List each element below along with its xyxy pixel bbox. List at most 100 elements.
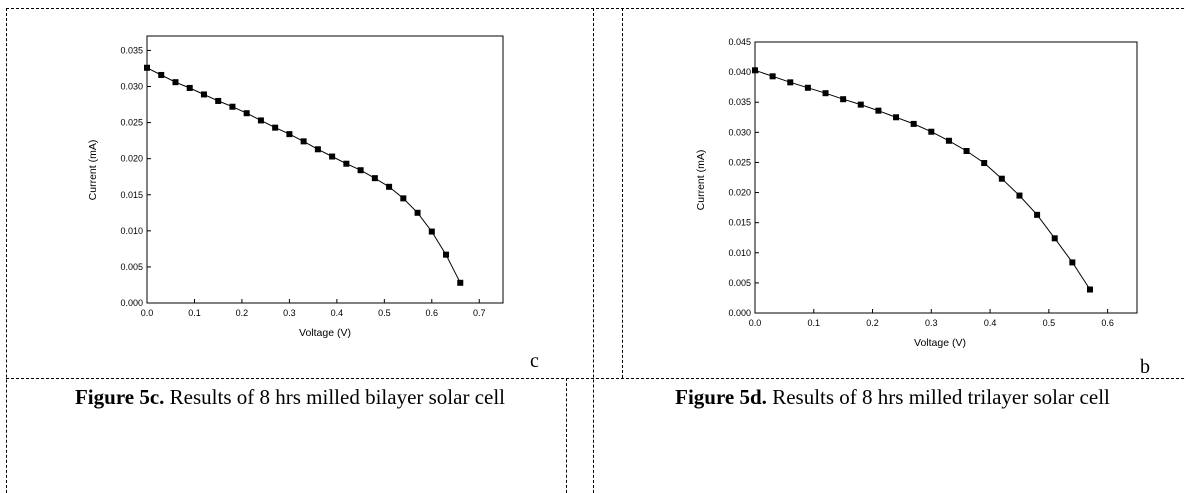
data-point [414,209,421,216]
x-tick-label: 0.3 [283,308,296,318]
data-point [910,120,917,127]
caption-left: Figure 5c. Results of 8 hrs milled bilay… [20,383,560,412]
panel-letter-c: c [530,350,539,372]
y-tick-label: 0.030 [728,127,751,137]
caption-right: Figure 5d. Results of 8 hrs milled trila… [605,383,1180,412]
data-point [998,175,1005,182]
data-point [144,64,150,71]
y-axis-label: Current (mA) [87,140,99,201]
y-tick-label: 0.035 [728,97,751,107]
data-point [857,101,864,108]
y-tick-label: 0.000 [728,308,751,318]
x-tick-label: 0.4 [331,308,344,318]
data-point [840,96,847,103]
data-point [386,183,393,190]
data-point [300,138,307,145]
series-line [146,67,461,284]
x-tick-label: 0.3 [925,318,938,328]
data-point [875,107,882,114]
x-axis-label: Voltage (V) [299,327,351,339]
y-tick-label: 0.010 [728,248,751,258]
y-tick-label: 0.040 [728,67,751,77]
caption-divider [566,378,567,493]
data-point [229,103,236,110]
y-tick-label: 0.005 [728,278,751,288]
data-point [400,195,407,202]
data-point [752,67,758,74]
frame-left-border [6,8,7,493]
frame-divider-left [593,8,594,493]
data-point [945,137,952,144]
y-tick-label: 0.010 [120,226,143,236]
data-point [443,251,450,258]
x-tick-label: 0.1 [808,318,821,328]
plot-frame-right [754,41,1138,314]
x-tick-label: 0.6 [1101,318,1114,328]
x-tick-label: 0.6 [426,308,439,318]
data-point [329,153,336,160]
data-point [893,114,900,121]
data-point [186,84,193,91]
data-point [769,73,776,80]
data-point [787,79,794,86]
data-point [428,228,435,235]
y-tick-label: 0.020 [728,188,751,198]
y-tick-label: 0.015 [728,218,751,228]
y-tick-label: 0.030 [120,82,143,92]
data-point [1086,286,1093,293]
y-tick-label: 0.035 [120,45,143,55]
frame-top-border [6,8,1184,9]
y-tick-label: 0.025 [728,157,751,167]
data-point [357,167,364,174]
data-point [822,90,829,97]
y-tick-label: 0.020 [120,154,143,164]
y-tick-label: 0.025 [120,118,143,128]
series-line [754,69,1091,290]
x-tick-label: 0.2 [866,318,879,328]
caption-left-text: Results of 8 hrs milled bilayer solar ce… [164,385,506,409]
data-point [371,175,378,182]
x-tick-label: 0.5 [1043,318,1056,328]
data-point [243,110,250,117]
data-point [928,128,935,135]
caption-right-bold: Figure 5d. [675,385,767,409]
chart-right: 0.000 0.005 0.010 0.015 0.020 0.025 0.030 0.035… [695,37,1138,349]
y-tick-label: 0.005 [120,262,143,272]
data-point [172,79,179,86]
data-point [272,124,279,131]
y-tick-label: 0.045 [728,37,751,47]
data-point [286,131,293,138]
data-point [314,146,321,153]
frame-middle-border [6,378,1184,379]
data-point [200,91,207,98]
frame-divider-right [622,8,623,378]
x-tick-label: 0.4 [984,318,997,328]
panel-letter-b: b [1140,356,1150,378]
data-point [963,148,970,155]
caption-left-bold: Figure 5c. [74,385,165,409]
data-point [257,117,264,124]
y-tick-label: 0.000 [120,298,143,308]
x-tick-label: 0.0 [749,318,762,328]
y-tick-label: 0.015 [120,190,143,200]
caption-right-text: Results of 8 hrs milled trilayer solar c… [766,385,1110,409]
chart-left: 0.000 0.005 0.010 0.015 0.020 0.025 0.030 0.035… [87,35,504,339]
x-tick-label: 0.1 [188,308,201,318]
data-point [215,97,222,104]
data-point [1069,259,1076,266]
data-point [1016,192,1023,199]
y-axis-label: Current (mA) [695,150,707,211]
data-point [804,84,811,91]
data-point [981,160,988,167]
data-point [343,160,350,167]
x-tick-label: 0.5 [378,308,391,318]
x-tick-label: 0.7 [473,308,486,318]
data-point [457,279,464,286]
x-tick-label: 0.0 [141,308,154,318]
plot-frame-left [146,35,504,304]
data-point [1051,235,1058,242]
x-tick-label: 0.2 [236,308,249,318]
data-point [158,71,165,78]
x-axis-label: Voltage (V) [914,337,966,349]
